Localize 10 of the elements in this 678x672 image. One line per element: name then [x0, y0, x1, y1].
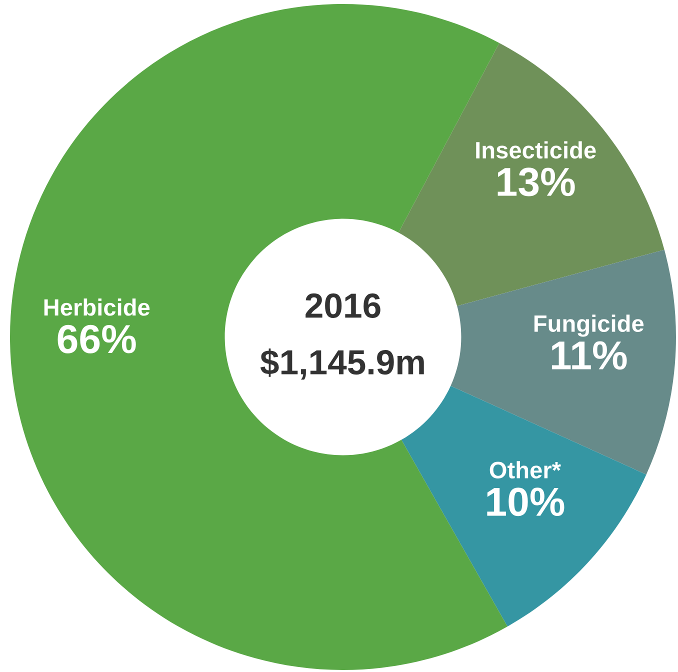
text: 2016 — [306, 293, 380, 318]
data-label: 66% — [58, 324, 136, 354]
slice-label: Insecticide — [476, 141, 596, 159]
slice-label: Herbicide — [44, 298, 150, 316]
data-label: 11% — [552, 341, 627, 370]
data-label: 10% — [487, 488, 564, 516]
slice-label: Other* — [490, 461, 562, 479]
text: $1,145.9m — [260, 348, 424, 380]
slice-label: Fungicide — [534, 314, 644, 337]
data-label: 13% — [498, 168, 575, 196]
